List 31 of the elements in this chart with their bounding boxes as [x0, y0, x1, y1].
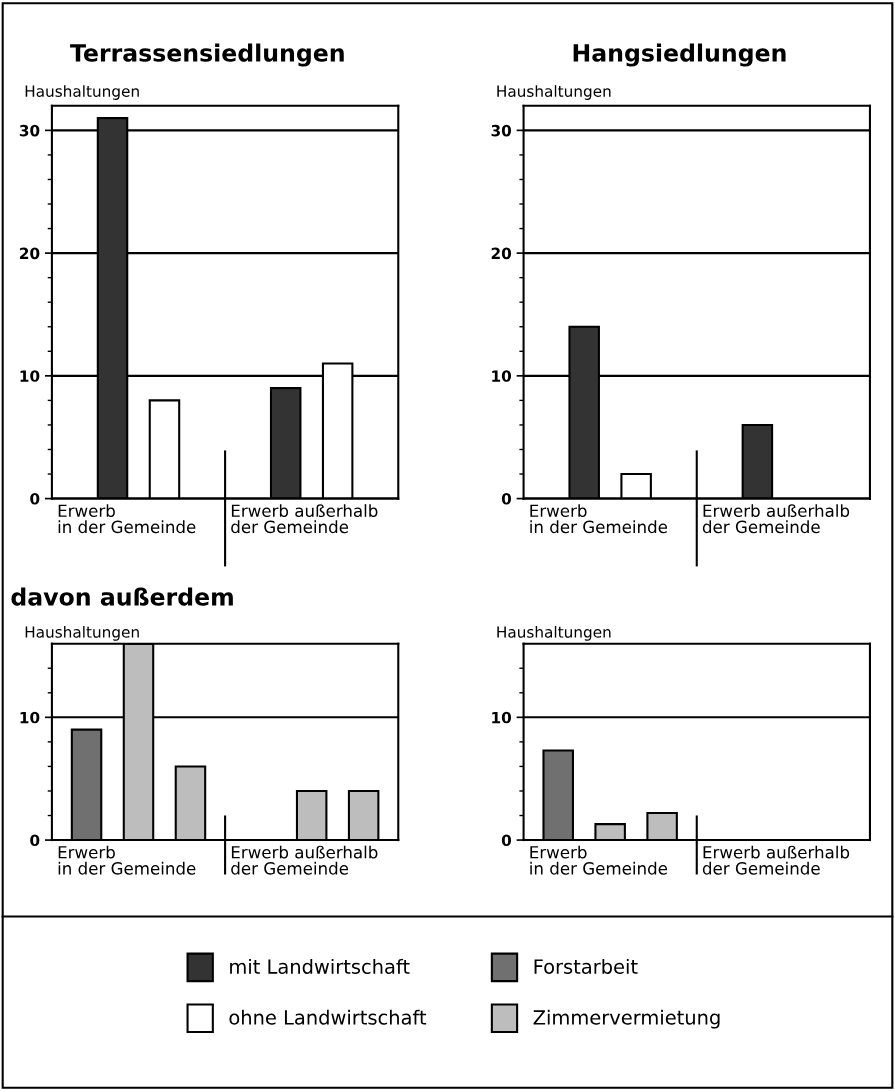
chart-title: davon außerdem: [11, 587, 233, 606]
x-tick-label: Erwerb in der Gemeinde: [530, 504, 668, 534]
y-tick-label: 20: [491, 247, 512, 260]
chart-title: Terrassensiedlungen: [70, 43, 344, 67]
y-tick-label: 30: [491, 124, 512, 137]
x-tick-label: Erwerb in der Gemeinde: [530, 845, 668, 875]
y-axis-title: Haushaltungen: [25, 85, 139, 100]
y-tick-label: 0: [30, 493, 40, 505]
text: Forstarbeit: [534, 958, 638, 974]
x-tick-label: Erwerb außerhalb der Gemeinde: [702, 845, 850, 875]
legend-label: mit Landwirtschaft: [230, 958, 410, 974]
x-tick-label: Erwerb in der Gemeinde: [58, 845, 196, 875]
y-tick-label: 20: [20, 247, 40, 260]
y-tick-label: 10: [492, 370, 512, 382]
x-tick-label: Erwerb außerhalb der Gemeinde: [231, 845, 378, 875]
x-tick-label: Erwerb außerhalb der Gemeinde: [231, 504, 378, 534]
y-axis-title: Haushaltungen: [25, 625, 139, 641]
text: Zimmervermietung: [533, 1009, 720, 1029]
y-tick-label: 10: [20, 711, 40, 724]
chart-title: Hangsiedlungen: [573, 43, 786, 67]
legend-label: ohne Landwirtschaft: [229, 1009, 427, 1025]
x-tick-label: Erwerb in der Gemeinde: [58, 504, 196, 534]
y-axis-title: Haushaltungen: [497, 85, 611, 100]
y-tick-label: 30: [19, 124, 40, 137]
y-tick-label: 0: [501, 834, 512, 847]
y-axis-title: Haushaltungen: [497, 625, 611, 641]
x-tick-label: Erwerb außerhalb der Gemeinde: [702, 504, 850, 534]
y-tick-label: 0: [30, 834, 40, 847]
y-tick-label: 10: [20, 370, 40, 382]
y-tick-label: 10: [492, 711, 512, 724]
y-tick-label: 0: [501, 493, 512, 505]
